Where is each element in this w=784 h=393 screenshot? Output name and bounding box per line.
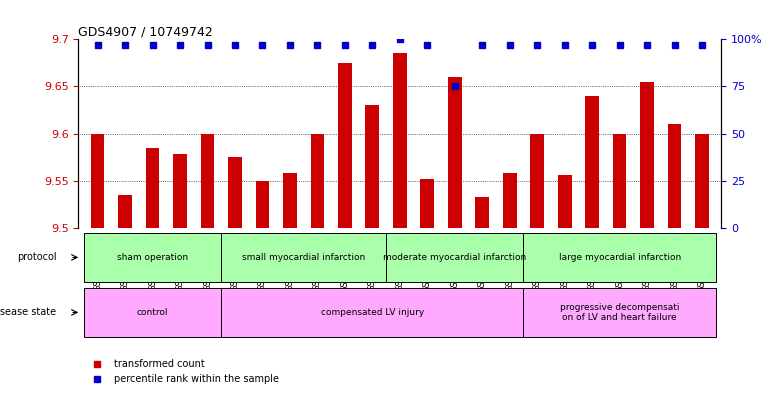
Bar (613, 134, 626, 228)
Text: compensated LV injury: compensated LV injury (321, 308, 424, 317)
Bar (530, 134, 544, 228)
Text: moderate myocardial infarction: moderate myocardial infarction (383, 253, 526, 262)
Bar (84, 288, 221, 337)
Bar (118, 195, 132, 228)
Bar (668, 124, 681, 228)
Bar (146, 148, 159, 228)
Bar (338, 63, 352, 228)
Text: large myocardial infarction: large myocardial infarction (558, 253, 681, 262)
Bar (386, 233, 524, 282)
Bar (91, 134, 104, 228)
Bar (84, 233, 221, 282)
Bar (393, 53, 407, 228)
Bar (365, 105, 379, 228)
Bar (586, 96, 599, 228)
Bar (524, 288, 716, 337)
Bar (228, 157, 242, 228)
Bar (641, 82, 654, 228)
Text: progressive decompensati
on of LV and heart failure: progressive decompensati on of LV and he… (560, 303, 680, 322)
Bar (201, 134, 214, 228)
Bar (221, 288, 524, 337)
Bar (283, 173, 297, 228)
Text: small myocardial infarction: small myocardial infarction (242, 253, 365, 262)
Legend: transformed count, percentile rank within the sample: transformed count, percentile rank withi… (83, 356, 283, 388)
Bar (695, 134, 709, 228)
Bar (420, 179, 434, 228)
Bar (524, 233, 716, 282)
Text: sham operation: sham operation (117, 253, 188, 262)
Bar (310, 134, 325, 228)
Bar (448, 77, 462, 228)
Bar (557, 175, 572, 228)
Bar (475, 197, 489, 228)
Bar (256, 181, 270, 228)
Bar (173, 154, 187, 228)
Text: disease state: disease state (0, 307, 56, 318)
Text: GDS4907 / 10749742: GDS4907 / 10749742 (78, 25, 213, 38)
Text: protocol: protocol (16, 252, 56, 263)
Text: control: control (137, 308, 169, 317)
Bar (221, 233, 386, 282)
Bar (503, 173, 517, 228)
